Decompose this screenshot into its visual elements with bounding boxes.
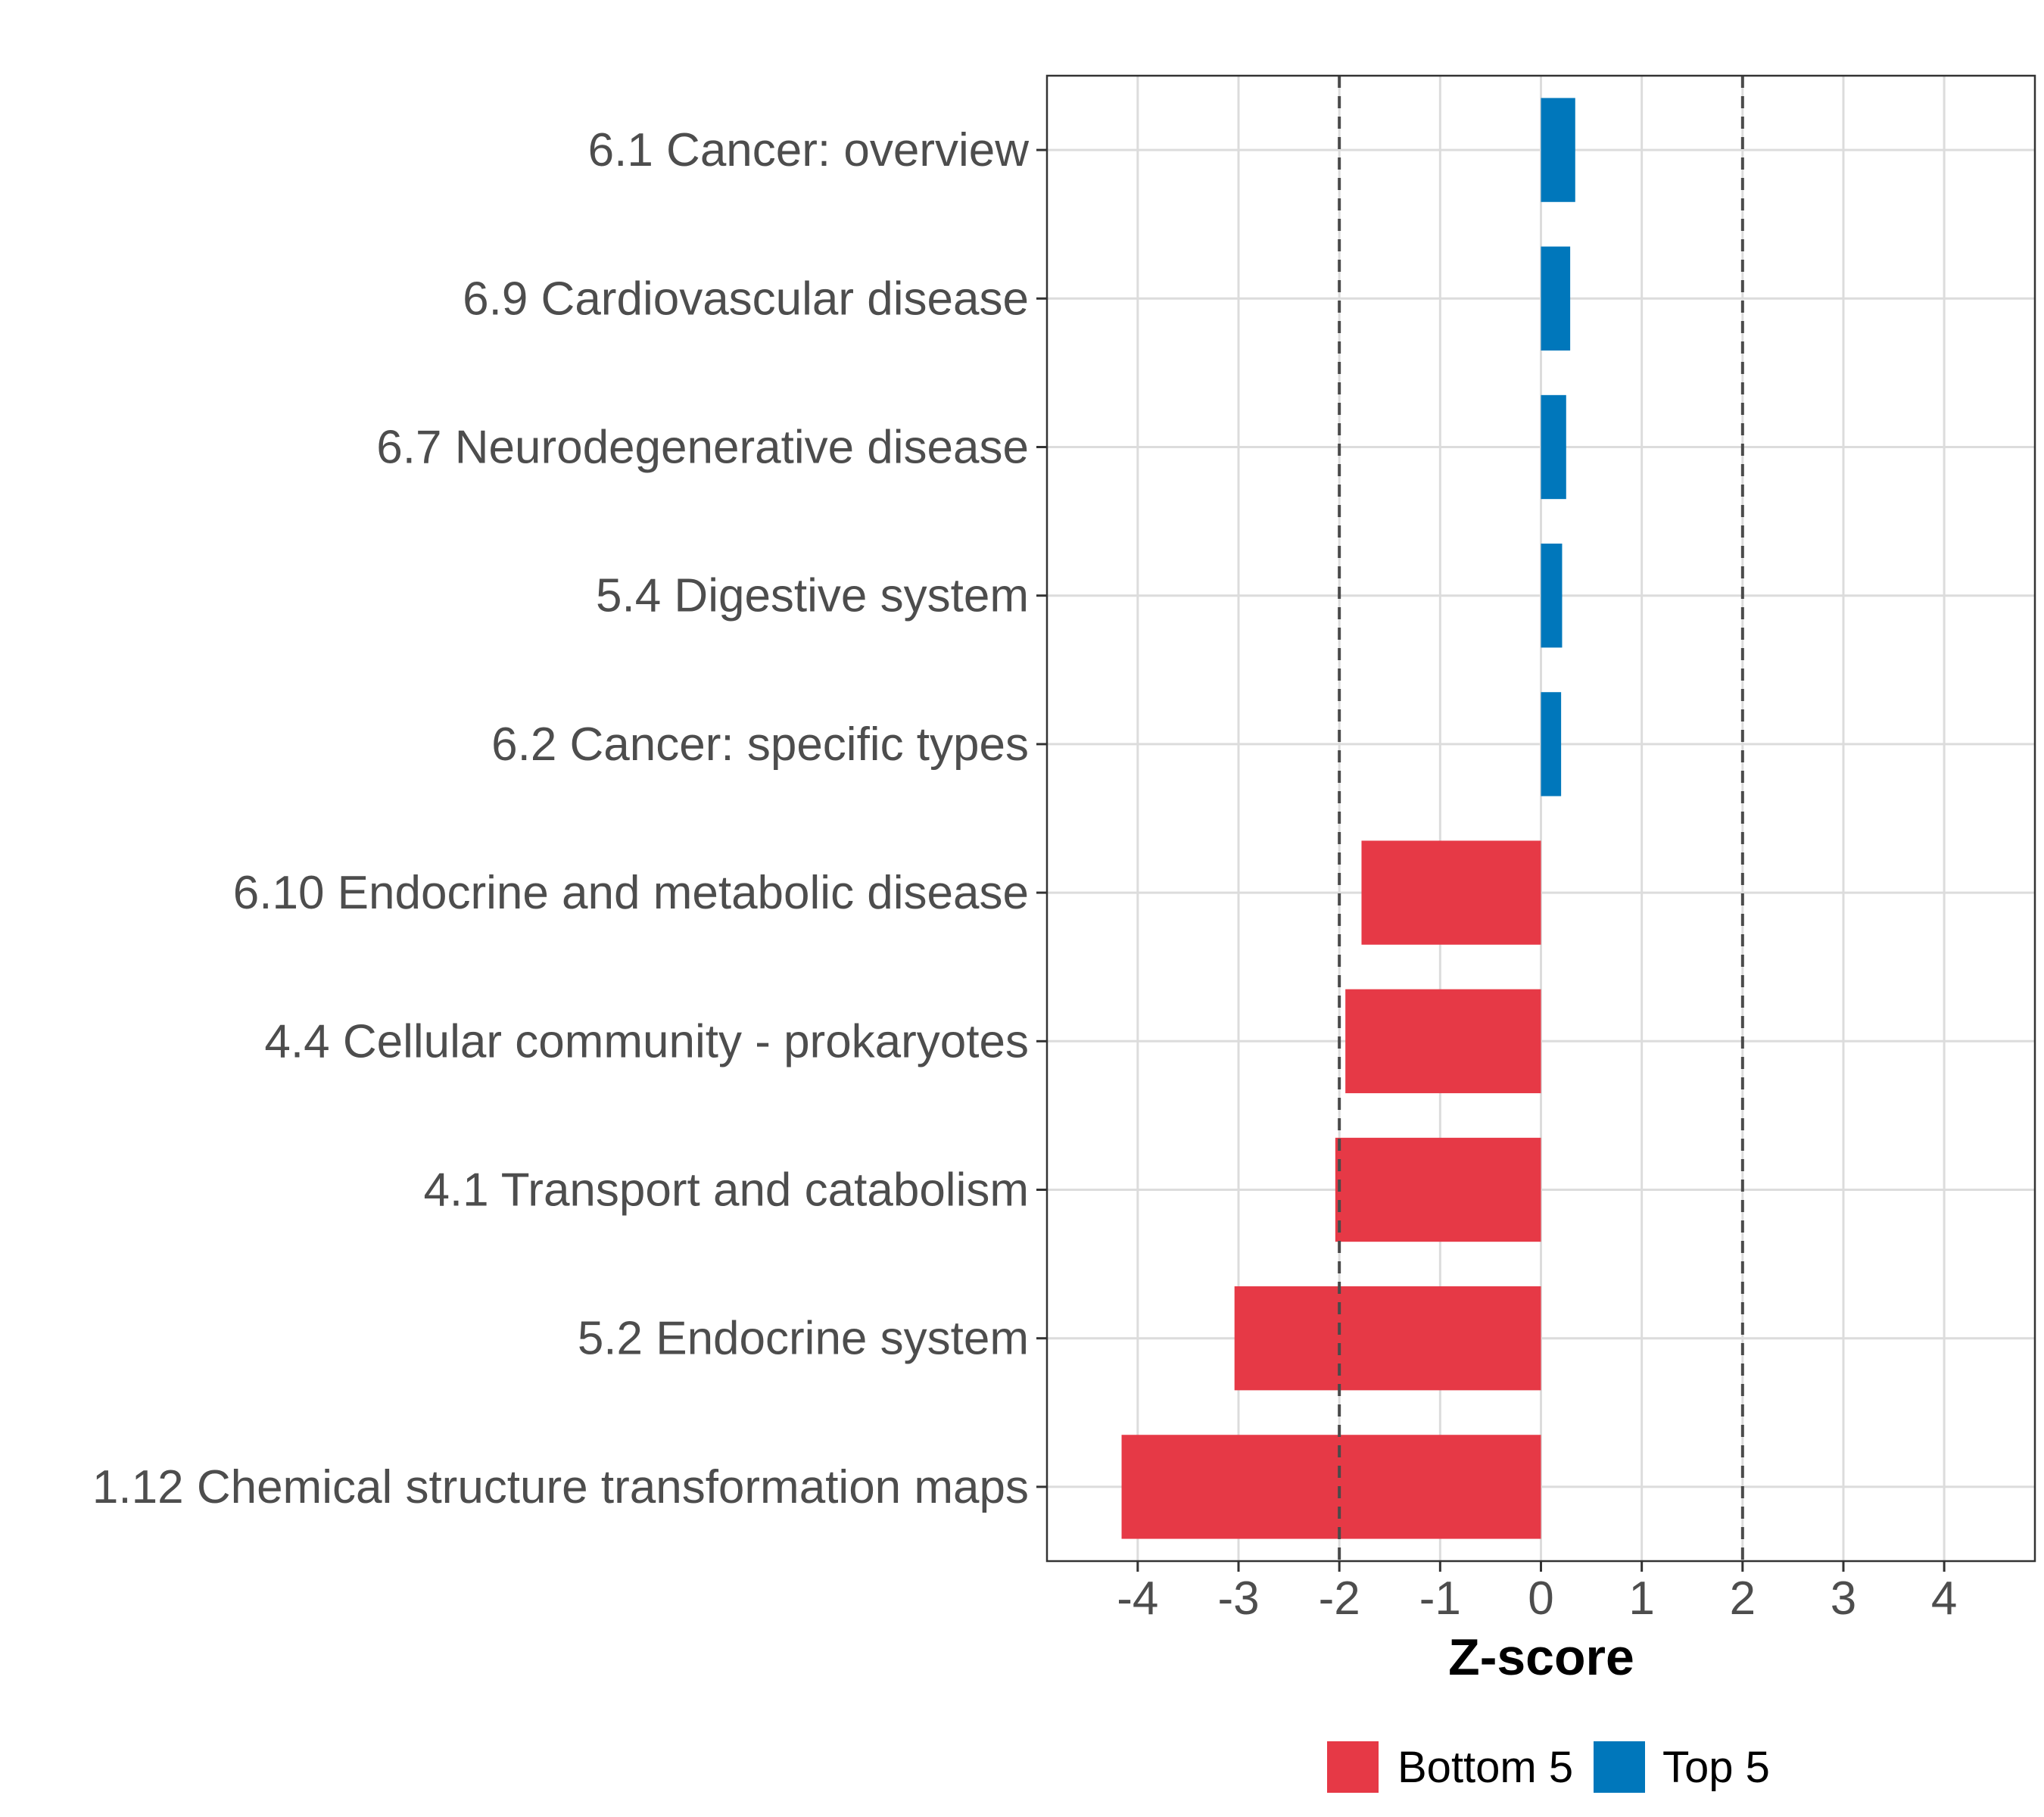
- bar: [1541, 692, 1562, 796]
- x-tick-label: -3: [1217, 1572, 1259, 1625]
- bar: [1121, 1435, 1541, 1539]
- bar: [1361, 840, 1541, 945]
- x-tick-label: 0: [1528, 1572, 1553, 1625]
- category-label: 6.7 Neurodegenerative disease: [376, 422, 1029, 474]
- bars: [1121, 98, 1575, 1539]
- category-label: 6.2 Cancer: specific types: [491, 718, 1029, 771]
- legend-swatch-bottom-5: [1327, 1741, 1379, 1793]
- category-label: 4.4 Cellular community - prokaryotes: [264, 1015, 1029, 1067]
- x-tick-label: -4: [1117, 1572, 1158, 1625]
- legend-swatch-top-5: [1594, 1741, 1645, 1793]
- bar: [1345, 989, 1541, 1093]
- bar: [1541, 246, 1571, 351]
- x-tick-label: 4: [1931, 1572, 1957, 1625]
- y-axis: 6.1 Cancer: overview 6.9 Cardiovascular d…: [92, 124, 1047, 1513]
- legend-label-top-5: Top 5: [1662, 1743, 1770, 1792]
- x-tick-label: 2: [1730, 1572, 1756, 1625]
- category-label: 6.10 Endocrine and metabolic disease: [233, 867, 1029, 919]
- category-label: 6.1 Cancer: overview: [588, 124, 1030, 176]
- x-axis-title: Z-score: [1448, 1628, 1634, 1686]
- bar: [1234, 1286, 1541, 1391]
- category-label: 4.1 Transport and catabolism: [423, 1164, 1029, 1217]
- category-label: 6.9 Cardiovascular disease: [463, 273, 1029, 325]
- x-tick-label: 3: [1831, 1572, 1856, 1625]
- bar: [1541, 544, 1563, 648]
- reference-lines: [1338, 76, 1744, 1561]
- bar: [1541, 98, 1575, 202]
- bar: [1541, 394, 1566, 500]
- category-label: 5.2 Endocrine system: [578, 1313, 1029, 1365]
- category-label: 1.12 Chemical structure transformation m…: [92, 1461, 1029, 1513]
- legend: Bottom 5 Top 5: [1327, 1741, 1770, 1793]
- x-axis: -4 -3 -2 -1 0 1 2 3 4: [1117, 1561, 1957, 1625]
- category-label: 5.4 Digestive system: [596, 570, 1029, 622]
- x-tick-label: 1: [1628, 1572, 1654, 1625]
- legend-label-bottom-5: Bottom 5: [1397, 1743, 1573, 1792]
- bar: [1335, 1137, 1541, 1242]
- x-tick-label: -1: [1419, 1572, 1461, 1625]
- x-tick-label: -2: [1319, 1572, 1360, 1625]
